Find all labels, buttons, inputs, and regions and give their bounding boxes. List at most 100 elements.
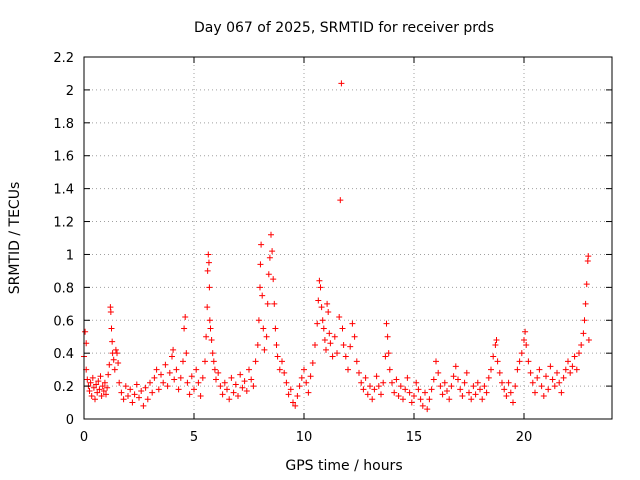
data-point	[384, 333, 391, 340]
data-point	[248, 376, 255, 383]
data-point	[294, 392, 301, 399]
y-tick-label: 0.8	[53, 281, 74, 296]
data-point	[400, 396, 406, 403]
data-point	[439, 391, 446, 398]
data-point	[424, 406, 431, 413]
data-point	[110, 356, 117, 363]
y-tick-label: 2.2	[53, 51, 74, 66]
data-point	[562, 366, 569, 373]
data-point	[325, 309, 332, 316]
data-point	[470, 383, 477, 390]
data-point	[536, 366, 543, 373]
data-point	[321, 337, 328, 344]
x-tick-label: 5	[190, 430, 198, 445]
data-point	[99, 383, 106, 390]
data-point	[90, 384, 97, 391]
data-point	[147, 379, 153, 386]
data-point	[360, 386, 367, 393]
data-point	[309, 360, 316, 367]
data-point	[115, 360, 122, 367]
data-point	[459, 392, 466, 399]
data-point	[428, 386, 435, 393]
data-point	[503, 392, 510, 399]
data-point	[523, 341, 530, 348]
data-point	[472, 391, 479, 398]
data-point	[183, 350, 190, 357]
data-point	[274, 353, 281, 360]
data-point	[206, 317, 213, 324]
data-point	[494, 358, 501, 365]
data-point	[492, 341, 499, 348]
data-point	[558, 389, 565, 396]
x-tick-labels: 0 5 10 15 20	[80, 430, 532, 445]
data-point	[211, 366, 218, 373]
data-point	[93, 381, 100, 388]
data-point	[402, 386, 409, 393]
data-point	[329, 353, 336, 360]
x-tick-label: 0	[80, 430, 88, 445]
data-point	[450, 373, 457, 380]
data-point	[323, 346, 329, 353]
data-point	[349, 320, 356, 327]
data-point	[140, 402, 147, 409]
data-point	[391, 389, 398, 396]
data-point	[264, 300, 271, 307]
data-point	[318, 304, 325, 311]
data-point	[252, 358, 259, 365]
data-point	[287, 386, 294, 393]
data-point	[166, 369, 173, 376]
x-axis-label: GPS time / hours	[285, 458, 402, 474]
data-point	[133, 381, 140, 388]
data-point	[125, 392, 131, 399]
data-point	[312, 341, 318, 348]
data-point	[573, 366, 580, 373]
data-point	[496, 369, 503, 376]
data-point	[538, 383, 545, 390]
data-point	[378, 391, 384, 398]
data-point	[525, 358, 532, 365]
x-tick-label: 10	[296, 430, 313, 445]
data-point	[82, 328, 89, 335]
data-point	[94, 389, 101, 396]
data-point	[411, 392, 417, 399]
data-point	[510, 399, 516, 406]
data-point	[485, 374, 492, 381]
data-point	[367, 383, 373, 390]
data-point	[112, 346, 119, 353]
data-point	[144, 396, 151, 403]
data-point	[162, 361, 169, 368]
data-point	[326, 330, 333, 337]
data-point	[129, 399, 136, 406]
data-point	[305, 389, 312, 396]
data-point	[336, 313, 343, 320]
data-point	[266, 254, 273, 261]
data-point	[97, 373, 104, 380]
data-point	[437, 383, 444, 390]
data-point	[228, 374, 235, 381]
data-point	[250, 383, 257, 390]
data-point	[338, 80, 345, 87]
data-point	[177, 374, 184, 381]
data-point	[204, 304, 211, 311]
data-point	[257, 261, 264, 268]
data-point	[554, 369, 560, 376]
data-point	[270, 276, 277, 283]
data-point	[380, 379, 387, 386]
y-tick-label: 0.2	[53, 380, 74, 395]
data-point	[269, 248, 276, 255]
data-point	[195, 379, 202, 386]
data-point	[107, 309, 114, 316]
data-point	[342, 353, 349, 360]
data-point	[389, 379, 395, 386]
data-point	[395, 392, 402, 399]
data-point	[529, 379, 536, 386]
data-point	[404, 374, 411, 381]
data-point	[160, 379, 167, 386]
data-point	[532, 389, 538, 396]
data-point	[103, 391, 109, 398]
data-point	[334, 350, 340, 357]
data-point	[371, 386, 378, 393]
data-point	[422, 389, 428, 396]
y-tick-label: 1.4	[53, 183, 74, 198]
